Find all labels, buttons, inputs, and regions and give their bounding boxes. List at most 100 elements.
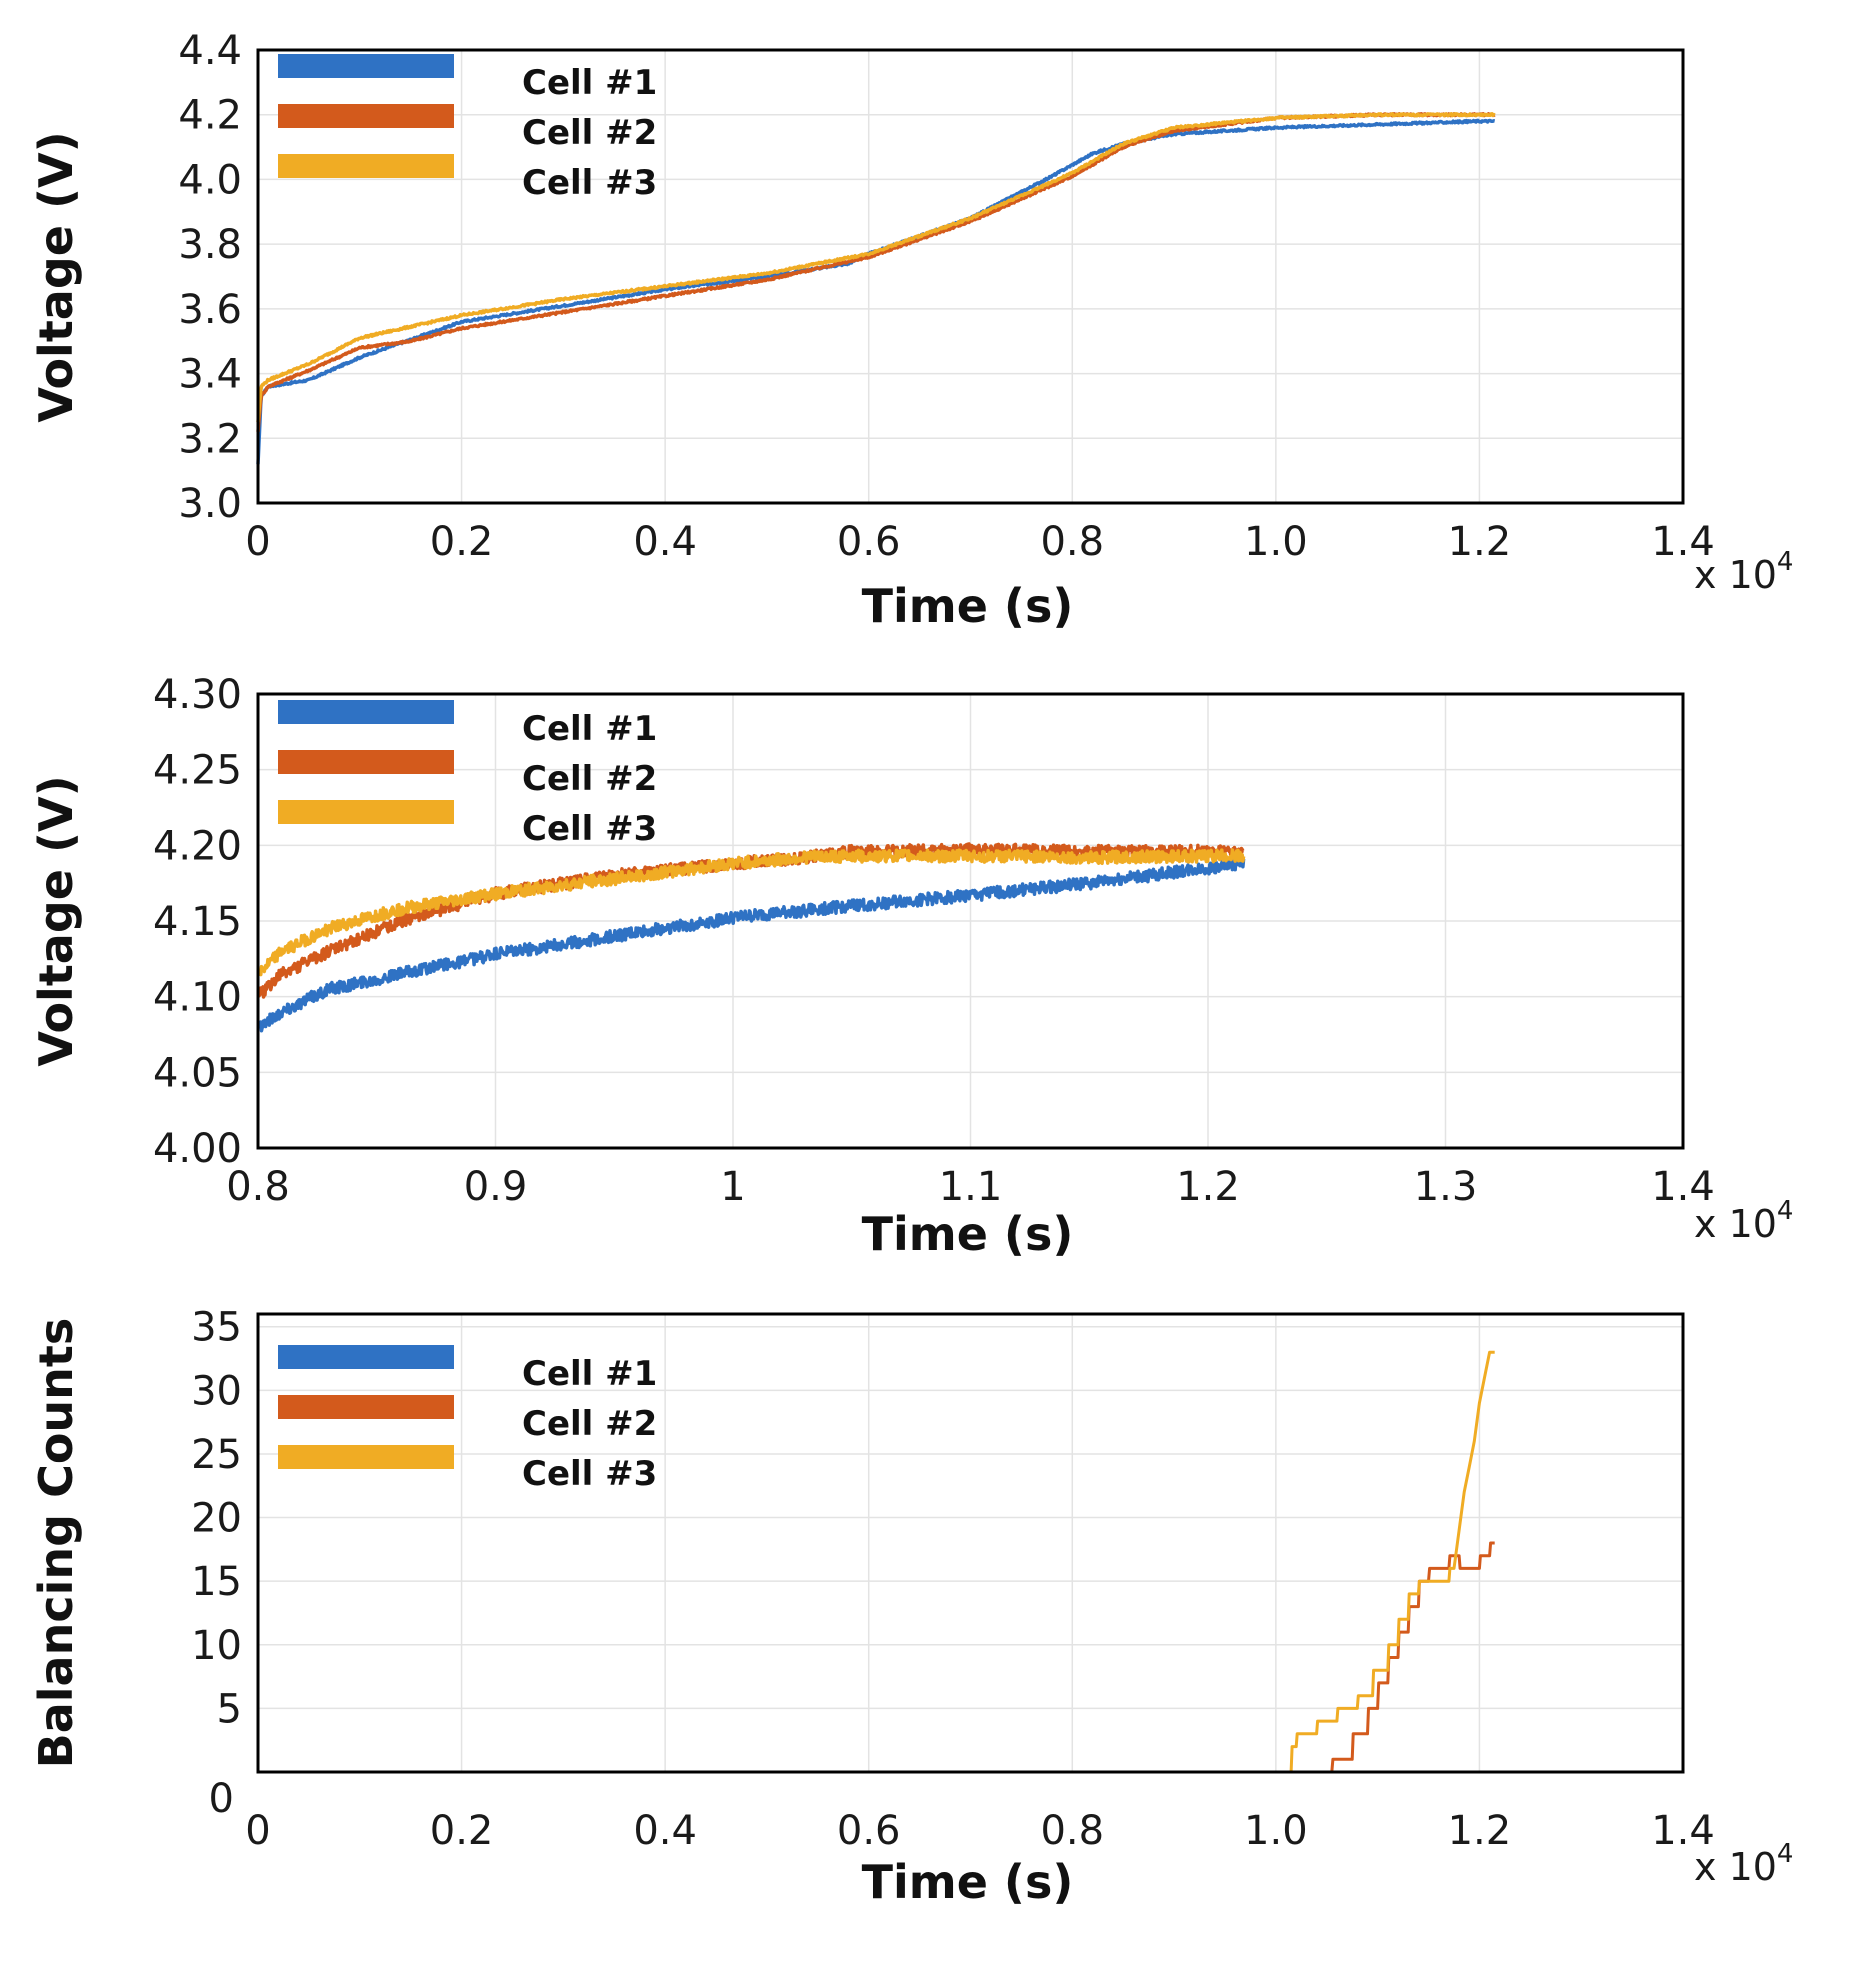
x-axis-label: Time (s) xyxy=(862,579,1074,633)
y-tick-label: 4.20 xyxy=(153,823,242,869)
series-line-cell-2 xyxy=(256,842,1245,999)
y-tick-label: 4.25 xyxy=(153,748,242,794)
grid xyxy=(258,694,1683,1148)
y-tick-label: 4.00 xyxy=(153,1126,242,1172)
y-tick-label: 4.0 xyxy=(178,157,242,203)
x-tick-label: 0.8 xyxy=(226,1164,290,1210)
y-tick-label-zero: 0 xyxy=(209,1776,234,1822)
x-tick-label: 1.1 xyxy=(939,1164,1003,1210)
y-tick-label: 4.05 xyxy=(153,1050,242,1096)
x-tick-label: 0.8 xyxy=(1040,1808,1104,1854)
legend-swatch-cell-3 xyxy=(278,154,454,178)
y-tick-label: 4.10 xyxy=(153,975,242,1021)
x-tick-label: 0.4 xyxy=(633,1808,697,1854)
legend-swatch-cell-1 xyxy=(278,1345,454,1369)
x-multiplier-base: x 10 xyxy=(1694,1845,1777,1889)
legend-swatch-cell-1 xyxy=(278,700,454,724)
y-tick-label: 5 xyxy=(217,1686,242,1732)
x-multiplier-base: x 10 xyxy=(1694,1202,1777,1246)
y-tick-label: 4.4 xyxy=(178,28,242,74)
y-tick-label: 4.15 xyxy=(153,899,242,945)
x-multiplier-exponent: 4 xyxy=(1777,1839,1794,1869)
legend-swatch-cell-3 xyxy=(278,1445,454,1469)
y-tick-label: 30 xyxy=(191,1368,242,1414)
series-line-cell-3 xyxy=(256,848,1246,977)
legend-label-cell-2: Cell #2 xyxy=(522,1404,657,1444)
x-multiplier-exponent: 4 xyxy=(1777,1196,1794,1226)
y-axis-label: Balancing Counts xyxy=(29,1318,83,1769)
x-tick-label: 1.0 xyxy=(1244,1808,1308,1854)
y-axis-label: Voltage (V) xyxy=(29,775,83,1066)
series-line-cell-3 xyxy=(258,1350,1495,1774)
x-multiplier-exponent: 4 xyxy=(1777,547,1794,577)
panel-voltage-zoom: 0.8 0.9 1 1.1 1.2 1.3 1.4 4.00 4.05 4.10 4.15 4.20 4… xyxy=(29,672,1793,1261)
x-tick-label: 0.4 xyxy=(633,519,697,565)
legend-label-cell-3: Cell #3 xyxy=(522,163,657,203)
legend-label-cell-2: Cell #2 xyxy=(522,759,657,799)
x-tick-label: 1.4 xyxy=(1651,519,1715,565)
x-multiplier-base: x 10 xyxy=(1694,553,1777,597)
y-tick-label: 20 xyxy=(191,1496,242,1542)
y-tick-label: 35 xyxy=(191,1305,242,1351)
legend-label-cell-3: Cell #3 xyxy=(522,809,657,849)
x-tick-label: 1.3 xyxy=(1414,1164,1478,1210)
x-tick-label: 1 xyxy=(720,1164,745,1210)
series-line-cell-1 xyxy=(256,856,1246,1033)
y-tick-label: 3.4 xyxy=(178,352,242,398)
legend-swatch-cell-2 xyxy=(278,1395,454,1419)
y-tick-label: 4.2 xyxy=(178,93,242,139)
plot-frame xyxy=(256,692,1685,1150)
y-axis-label: Voltage (V) xyxy=(29,131,83,422)
y-tick-label: 10 xyxy=(191,1623,242,1669)
legend-label-cell-1: Cell #1 xyxy=(522,709,657,749)
x-tick-label: 0.6 xyxy=(837,1808,901,1854)
series-group xyxy=(256,842,1246,1033)
x-tick-label: 0.9 xyxy=(464,1164,528,1210)
x-tick-label: 1.2 xyxy=(1176,1164,1240,1210)
plot-frame xyxy=(256,1312,1685,1774)
x-axis-label: Time (s) xyxy=(862,1855,1074,1909)
plot-frame xyxy=(256,48,1685,505)
y-tick-label: 25 xyxy=(191,1432,242,1478)
x-axis-label: Time (s) xyxy=(862,1207,1074,1261)
legend-label-cell-2: Cell #2 xyxy=(522,113,657,153)
legend-label-cell-1: Cell #1 xyxy=(522,1354,657,1394)
series-line-cell-3 xyxy=(256,112,1496,423)
y-tick-label: 3.2 xyxy=(178,416,242,462)
x-multiplier: x 104 xyxy=(1694,1196,1793,1246)
x-tick-label: 0.2 xyxy=(430,519,494,565)
legend-label-cell-1: Cell #1 xyxy=(522,63,657,103)
x-tick-label: 0.8 xyxy=(1040,519,1104,565)
legend: Cell #1 Cell #2 Cell #3 xyxy=(278,700,657,849)
x-tick-label: 0.6 xyxy=(837,519,901,565)
legend-swatch-cell-2 xyxy=(278,750,454,774)
series-line-cell-2 xyxy=(258,1541,1495,1774)
x-tick-label: 1.2 xyxy=(1448,1808,1512,1854)
y-tick-label: 15 xyxy=(191,1559,242,1605)
panel-voltage-full: 0 0.2 0.4 0.6 0.8 1.0 1.2 1.4 3.0 3.2 3.4 3.6 3.8 4.0… xyxy=(29,28,1793,633)
x-tick-label: 0.2 xyxy=(430,1808,494,1854)
y-tick-label: 4.30 xyxy=(153,672,242,718)
y-tick-label: 3.6 xyxy=(178,287,242,333)
legend-swatch-cell-1 xyxy=(278,54,454,78)
legend: Cell #1 Cell #2 Cell #3 xyxy=(278,54,657,203)
y-tick-label: 3.8 xyxy=(178,222,242,268)
y-tick-label: 3.0 xyxy=(178,481,242,527)
x-tick-label: 1.4 xyxy=(1651,1808,1715,1854)
grid xyxy=(258,1314,1683,1772)
legend-swatch-cell-3 xyxy=(278,800,454,824)
grid xyxy=(258,50,1683,503)
x-tick-label: 1.2 xyxy=(1448,519,1512,565)
x-multiplier: x 104 xyxy=(1694,547,1793,597)
legend: Cell #1 Cell #2 Cell #3 xyxy=(278,1345,657,1494)
x-tick-label: 0 xyxy=(245,519,270,565)
legend-label-cell-3: Cell #3 xyxy=(522,1454,657,1494)
series-group xyxy=(256,112,1496,465)
x-tick-label: 1.4 xyxy=(1651,1164,1715,1210)
x-multiplier: x 104 xyxy=(1694,1839,1793,1889)
panel-balancing-counts: 0 0.2 0.4 0.6 0.8 1.0 1.2 1.4 5 10 15 20 25 30 35 0 Time… xyxy=(29,1305,1793,1909)
x-tick-label: 0 xyxy=(245,1808,270,1854)
legend-swatch-cell-2 xyxy=(278,104,454,128)
x-tick-label: 1.0 xyxy=(1244,519,1308,565)
